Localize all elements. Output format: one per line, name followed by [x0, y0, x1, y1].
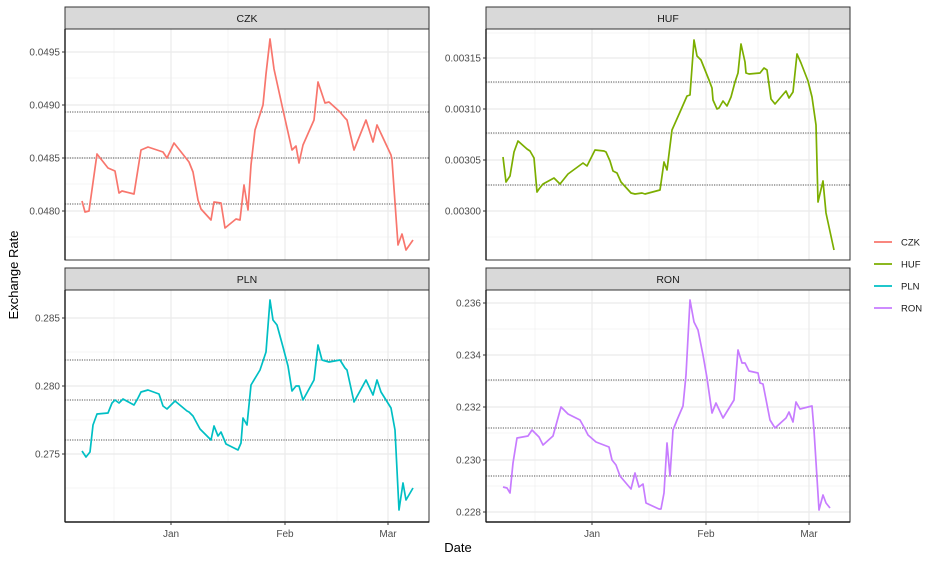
- series-line-ron: [502, 299, 831, 511]
- y-axis-title: Exchange Rate: [6, 231, 21, 320]
- legend-label: CZK: [901, 238, 921, 249]
- legend-label: RON: [901, 304, 922, 315]
- y-tick-label: 0.0480: [29, 207, 60, 218]
- panel-ron: RON 0.228 0.230 0.232 0.234 0.236 Jan Feb Mar: [456, 267, 851, 540]
- panel-czk: CZK 0.0480 0.0485 0.0490 0.0495: [29, 6, 430, 261]
- legend-item-pln: PLN: [874, 282, 920, 293]
- y-tick-label: 0.285: [35, 314, 60, 325]
- legend-label: HUF: [901, 260, 921, 271]
- x-tick-label: Feb: [697, 529, 715, 540]
- legend-item-czk: CZK: [874, 238, 921, 249]
- series-line-pln: [81, 299, 414, 511]
- y-tick-label: 0.275: [35, 450, 60, 461]
- facet-strip-label: PLN: [237, 274, 257, 286]
- facet-strip-label: HUF: [657, 13, 679, 25]
- x-tick-label: Feb: [276, 529, 294, 540]
- facet-strip-label: RON: [656, 274, 679, 286]
- y-tick-label: 0.236: [456, 299, 481, 310]
- y-tick-label: 0.00305: [445, 156, 482, 167]
- legend-item-huf: HUF: [874, 260, 921, 271]
- facet-strip-label: CZK: [237, 13, 258, 25]
- panel-pln: PLN 0.275 0.280 0.285 Jan Feb Mar: [35, 267, 430, 540]
- y-tick-label: 0.280: [35, 382, 60, 393]
- y-tick-label: 0.0490: [29, 101, 60, 112]
- plot-area: [65, 290, 429, 522]
- y-tick-label: 0.234: [456, 351, 481, 362]
- y-tick-label: 0.00300: [445, 207, 482, 218]
- facet-panels: CZK 0.0480 0.0485 0.0490 0.0495 HUF 0.00300 0.0…: [29, 6, 851, 540]
- y-tick-label: 0.0495: [29, 48, 60, 59]
- y-tick-label: 0.232: [456, 403, 481, 414]
- y-tick-label: 0.00315: [445, 54, 482, 65]
- plot-area: [65, 29, 429, 260]
- y-tick-label: 0.228: [456, 508, 481, 519]
- x-tick-label: Jan: [163, 529, 179, 540]
- plot-area: [486, 29, 850, 260]
- y-tick-label: 0.0485: [29, 154, 60, 165]
- legend-label: PLN: [901, 282, 920, 293]
- series-line-czk: [81, 38, 414, 251]
- x-tick-label: Mar: [379, 529, 397, 540]
- x-axis-title: Date: [444, 540, 471, 555]
- series-line-huf: [502, 39, 835, 251]
- panel-huf: HUF 0.00300 0.00305 0.00310 0.00315: [445, 6, 851, 261]
- legend-item-ron: RON: [874, 304, 922, 315]
- y-tick-label: 0.00310: [445, 105, 482, 116]
- y-tick-label: 0.230: [456, 456, 481, 467]
- x-tick-label: Mar: [800, 529, 818, 540]
- x-tick-label: Jan: [584, 529, 600, 540]
- legend: CZK HUF PLN RON: [874, 238, 922, 315]
